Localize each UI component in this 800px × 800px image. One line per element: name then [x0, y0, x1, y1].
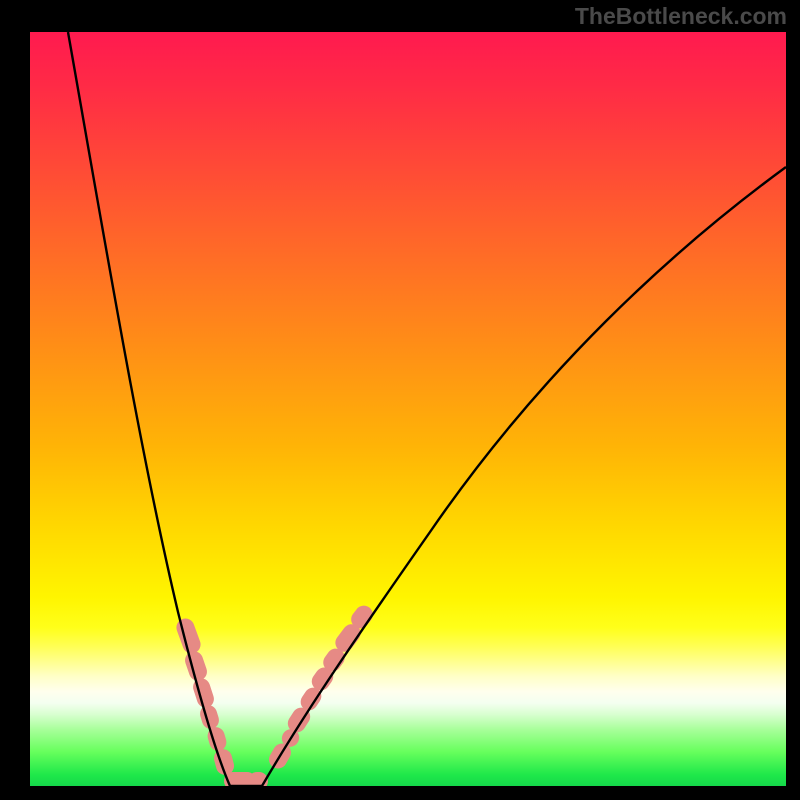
watermark-text: TheBottleneck.com: [575, 3, 787, 30]
chart-frame: TheBottleneck.com: [0, 0, 800, 800]
plot-area: [30, 32, 786, 786]
gradient-background: [30, 32, 786, 786]
